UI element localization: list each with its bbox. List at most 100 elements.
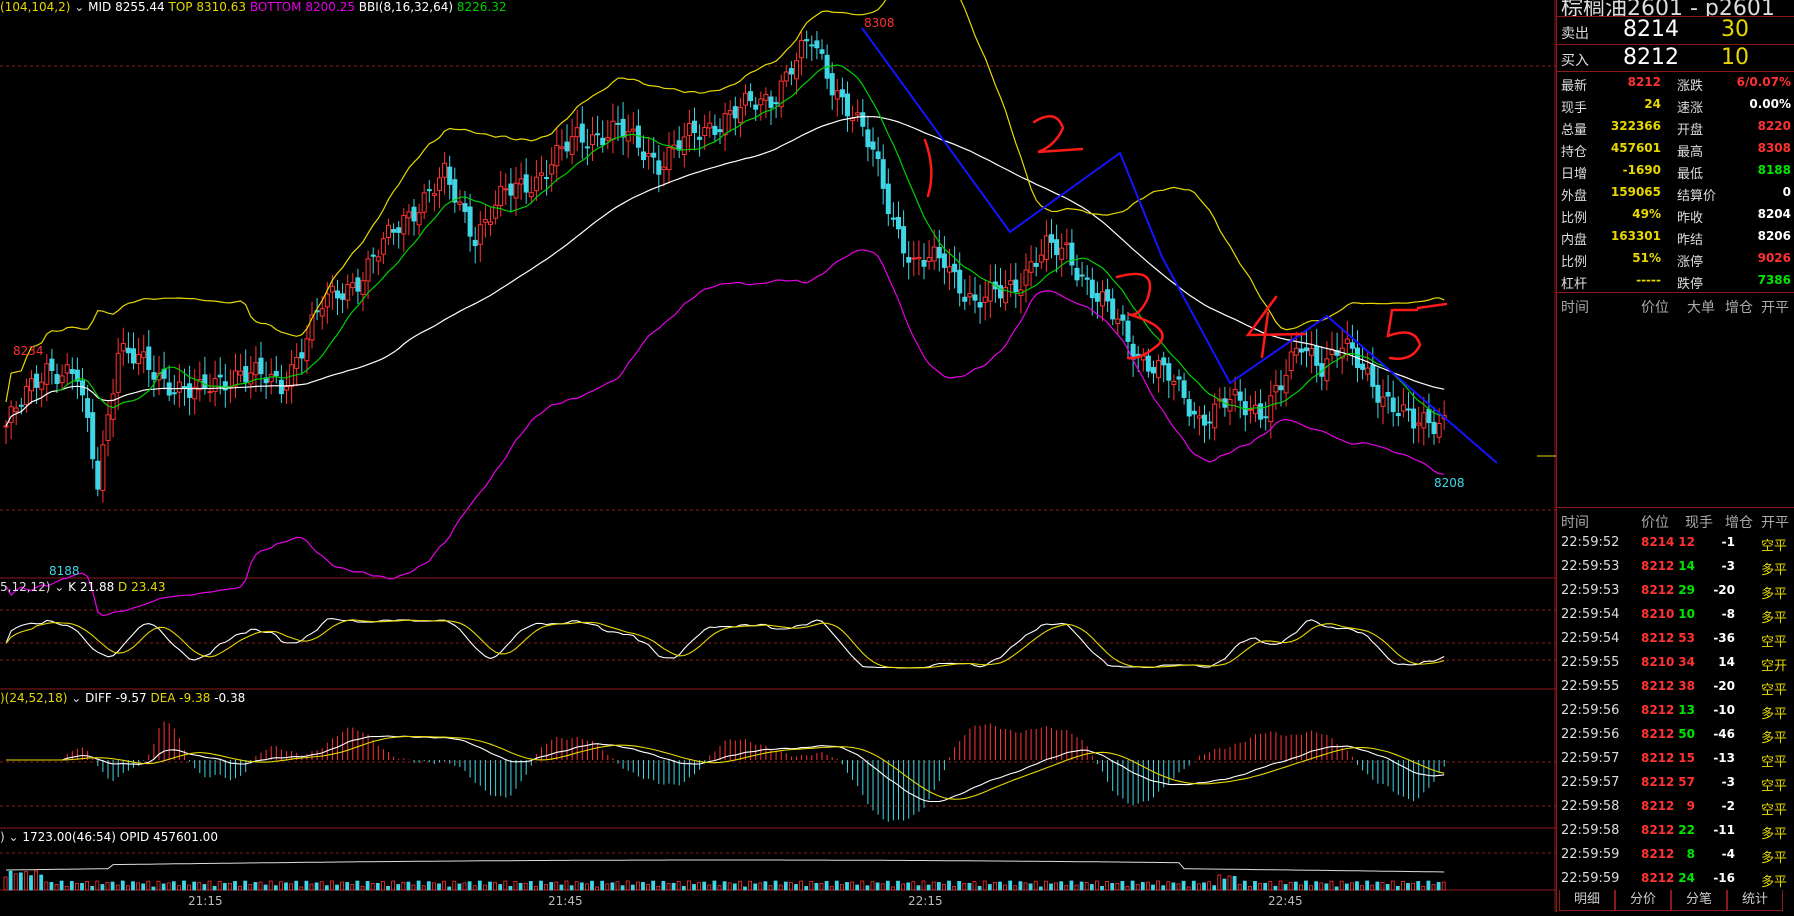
tab-ticks[interactable]: 分笔 bbox=[1671, 890, 1727, 911]
candle bbox=[29, 378, 34, 392]
tick-row[interactable]: 22:59:56 8212 13 -10 多平 bbox=[1557, 699, 1794, 723]
candle bbox=[584, 146, 590, 149]
stat-value: 6/0.07% bbox=[1736, 75, 1791, 89]
candle bbox=[1145, 355, 1151, 372]
candle bbox=[488, 221, 493, 225]
volume-bar bbox=[375, 882, 380, 891]
volume-bar bbox=[39, 874, 44, 891]
candle bbox=[753, 104, 759, 110]
candle bbox=[901, 226, 907, 254]
volume-bar bbox=[824, 881, 829, 891]
stat-label: 最低 bbox=[1677, 167, 1704, 182]
volume-bar bbox=[146, 880, 151, 891]
volume-bar bbox=[794, 884, 798, 891]
candle bbox=[875, 151, 881, 159]
candle bbox=[957, 269, 963, 294]
candle bbox=[1105, 289, 1111, 302]
volume-bar bbox=[585, 883, 589, 891]
candle bbox=[1268, 395, 1274, 423]
candle bbox=[406, 211, 412, 219]
tick-row[interactable]: 22:59:59 8212 24 -16 多平 bbox=[1557, 867, 1794, 891]
volume-bar bbox=[207, 880, 212, 891]
tab-stats[interactable]: 统计 bbox=[1727, 890, 1783, 911]
buy-row[interactable]: 买入 8212 10 bbox=[1557, 44, 1794, 72]
candle bbox=[717, 129, 723, 133]
volume-bar bbox=[1421, 885, 1426, 891]
tick-price: 8212 bbox=[1641, 583, 1675, 597]
candle bbox=[1033, 262, 1039, 267]
volume-bar bbox=[1054, 882, 1058, 891]
tick-row[interactable]: 22:59:57 8212 15 -13 空平 bbox=[1557, 747, 1794, 771]
volume-bar bbox=[1105, 881, 1109, 891]
tick-row[interactable]: 22:59:58 8212 22 -11 多平 bbox=[1557, 819, 1794, 843]
stat-value: 163301 bbox=[1610, 229, 1661, 243]
tick-type: 多平 bbox=[1761, 875, 1788, 890]
volume-bar bbox=[1018, 881, 1023, 891]
candle bbox=[1436, 423, 1442, 438]
candle bbox=[105, 414, 111, 441]
volume-bar bbox=[1089, 884, 1094, 891]
tick-type: 多平 bbox=[1761, 851, 1788, 866]
candle bbox=[1411, 408, 1417, 429]
volume-bar bbox=[1140, 882, 1145, 891]
tick-oi: -46 bbox=[1713, 727, 1735, 741]
sell-row[interactable]: 卖出 8214 30 bbox=[1557, 16, 1794, 45]
stat-label: 外盘 bbox=[1561, 189, 1588, 204]
candle bbox=[1421, 412, 1427, 429]
candle bbox=[375, 256, 381, 262]
chart-area[interactable]: (104,104,2) ⌄ MID 8255.44 TOP 8310.63 BO… bbox=[0, 0, 1556, 912]
tick-row[interactable]: 22:59:56 8212 50 -46 多平 bbox=[1557, 723, 1794, 747]
candle bbox=[182, 386, 187, 389]
tick-row[interactable]: 22:59:55 8210 34 14 空开 bbox=[1557, 651, 1794, 675]
candle bbox=[768, 96, 774, 108]
volume-bar bbox=[1293, 881, 1298, 891]
tick-row[interactable]: 22:59:53 8212 29 -20 多平 bbox=[1557, 579, 1794, 603]
volume-bar bbox=[248, 884, 253, 891]
volume-bar bbox=[559, 884, 564, 891]
tick-row[interactable]: 22:59:55 8212 38 -20 空平 bbox=[1557, 675, 1794, 699]
candle bbox=[1406, 408, 1411, 411]
candle bbox=[998, 285, 1003, 299]
grid bbox=[0, 0, 1556, 912]
volume-bar bbox=[1365, 880, 1370, 891]
candle bbox=[1054, 239, 1060, 256]
tick-row[interactable]: 22:59:54 8210 10 -8 多平 bbox=[1557, 603, 1794, 627]
volume-bar bbox=[1385, 884, 1390, 891]
tick-row[interactable]: 22:59:57 8212 57 -3 空平 bbox=[1557, 771, 1794, 795]
volume-bar bbox=[126, 885, 130, 891]
kline-chart[interactable]: (104,104,2) ⌄ MID 8255.44 TOP 8310.63 BO… bbox=[0, 0, 1556, 912]
candle bbox=[1094, 293, 1100, 302]
tab-price-dist[interactable]: 分价 bbox=[1615, 890, 1671, 911]
volume-bar bbox=[23, 871, 28, 891]
candle bbox=[1043, 235, 1049, 260]
candle bbox=[625, 131, 631, 142]
candle bbox=[1008, 280, 1014, 285]
volume-bar bbox=[783, 881, 788, 891]
tab-detail[interactable]: 明细 bbox=[1559, 890, 1615, 911]
tick-qty: 9 bbox=[1686, 799, 1695, 813]
kdj-legend: 5,12,12) ⌄ K 21.88 D 23.43 bbox=[0, 580, 165, 594]
candle bbox=[880, 159, 886, 189]
volume-bar bbox=[753, 883, 758, 891]
volume-bar bbox=[855, 884, 860, 891]
volume-bar bbox=[549, 882, 554, 891]
volume-bar bbox=[987, 884, 992, 891]
candle bbox=[1263, 416, 1269, 419]
stat-value: 8206 bbox=[1757, 229, 1791, 243]
tick-price: 8212 bbox=[1641, 751, 1675, 765]
candle bbox=[1247, 408, 1253, 411]
volume-bar bbox=[345, 882, 350, 891]
tick-row[interactable]: 22:59:53 8212 14 -3 多平 bbox=[1557, 555, 1794, 579]
tick-row[interactable]: 22:59:52 8214 12 -1 空平 bbox=[1557, 531, 1794, 555]
tick-row[interactable]: 22:59:54 8212 53 -36 空平 bbox=[1557, 627, 1794, 651]
tick-row[interactable]: 22:59:59 8212 8 -4 多平 bbox=[1557, 843, 1794, 867]
volume-bar bbox=[426, 881, 431, 891]
candle bbox=[1079, 274, 1085, 277]
volume-bar bbox=[712, 880, 717, 891]
stat-value: 24 bbox=[1644, 97, 1661, 111]
candle bbox=[941, 253, 947, 268]
tick-row[interactable]: 22:59:58 8212 9 -2 空平 bbox=[1557, 795, 1794, 819]
volume-bar bbox=[187, 884, 192, 891]
stat-value: 8220 bbox=[1757, 119, 1791, 133]
volume-bar bbox=[768, 885, 773, 891]
